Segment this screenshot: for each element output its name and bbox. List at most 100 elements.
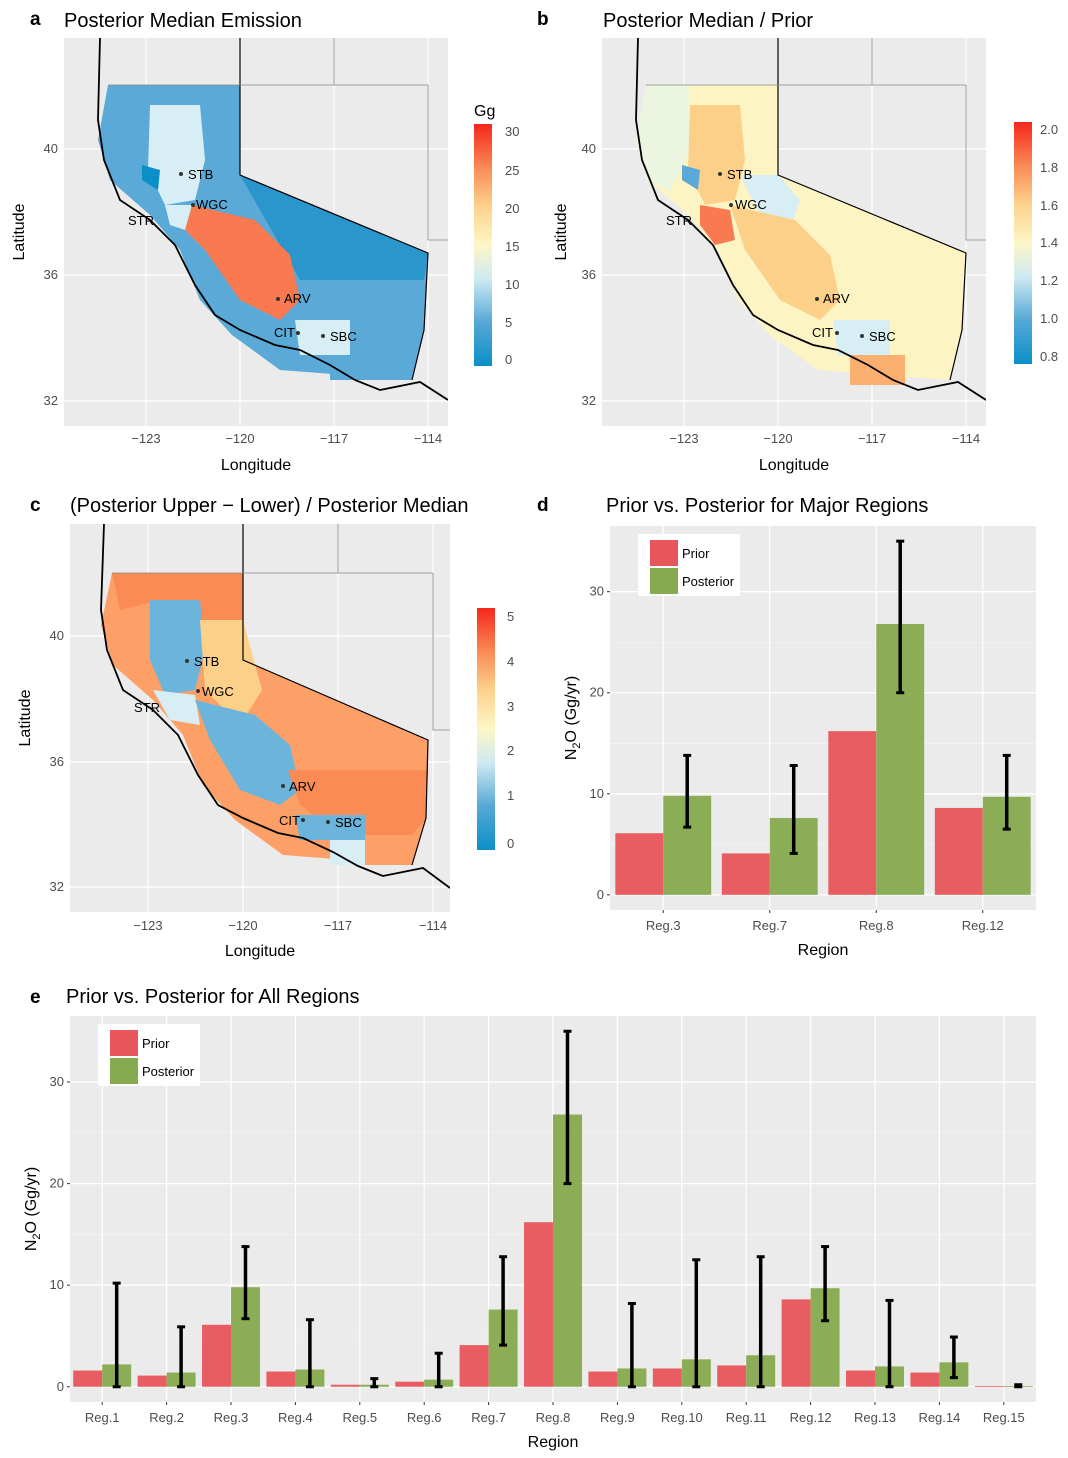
x-tick-label: Reg.1 — [85, 1410, 120, 1425]
y-tick-label: 30 — [590, 584, 604, 599]
map-c-axes: −123 −120 −117 −114 40 36 32 Longitude L… — [17, 628, 447, 960]
site-label-cit: CIT — [279, 813, 300, 828]
x-tick-label: Reg.5 — [342, 1410, 377, 1425]
map-a-legend-tick: 15 — [505, 239, 519, 254]
y-tick-label: 10 — [50, 1277, 64, 1292]
map-a-ytick: 36 — [44, 267, 58, 282]
y-tick-label: 30 — [50, 1074, 64, 1089]
map-b-ytick: 32 — [582, 393, 596, 408]
prior-bar-Reg.2 — [137, 1375, 167, 1387]
x-tick-label: Reg.13 — [854, 1410, 896, 1425]
prior-bar-Reg.13 — [846, 1370, 875, 1387]
map-c-legend-tick: 1 — [507, 788, 514, 803]
prior-bar-Reg.6 — [395, 1381, 425, 1387]
map-c-regions — [101, 573, 428, 865]
x-tick-label: Reg.12 — [790, 1410, 832, 1425]
prior-bar-Reg.12 — [934, 807, 983, 895]
x-tick-label: Reg.15 — [983, 1410, 1025, 1425]
legend-key-posterior — [650, 568, 678, 594]
map-a-legend-tick: 25 — [505, 163, 519, 178]
panel-b: b Posterior Median / Prior −123 — [537, 9, 1058, 474]
panel-b-title: Posterior Median / Prior — [603, 10, 813, 32]
prior-bar-Reg.11 — [717, 1365, 747, 1387]
x-tick-label: Reg.12 — [962, 918, 1004, 933]
map-c-ylabel: Latitude — [17, 689, 34, 746]
prior-bar-Reg.15 — [974, 1386, 1004, 1388]
map-a-sites: STB WGC STR ARV CIT SBC — [128, 167, 357, 344]
map-b-axes: −123 −120 −117 −114 40 36 32 Longitude L… — [553, 141, 980, 474]
site-dot — [179, 172, 183, 176]
map-b-legend-tick: 1.8 — [1040, 160, 1058, 175]
site-label-str: STR — [128, 213, 154, 228]
site-dot — [860, 334, 864, 338]
site-label-stb: STB — [194, 654, 219, 669]
prior-bar-Reg.7 — [721, 853, 770, 895]
map-c-colorbar — [477, 608, 495, 850]
site-label-str: STR — [134, 700, 160, 715]
site-dot — [281, 784, 285, 788]
x-tick-label: Reg.8 — [536, 1410, 571, 1425]
y-axis-title: N2O (Gg/yr) — [23, 1167, 43, 1251]
map-b-borders — [635, 38, 986, 401]
map-a-legend-title: Gg — [474, 103, 495, 120]
map-c-borders — [100, 524, 450, 889]
x-tick-label: Reg.7 — [752, 918, 787, 933]
map-b-xtick: −123 — [669, 431, 698, 446]
site-label-arv: ARV — [289, 779, 316, 794]
site-dot — [301, 818, 305, 822]
chart-e: 0 10 20 30 Reg.1 Reg.2 Reg.3 Reg.4 Reg.5 Reg.6 Reg… — [23, 1016, 1036, 1451]
legend-key-posterior — [110, 1058, 138, 1084]
map-a-legend-tick: 10 — [505, 277, 519, 292]
x-tick-label: Reg.3 — [646, 918, 681, 933]
site-dot — [321, 334, 325, 338]
map-c-xtick: −123 — [133, 918, 162, 933]
map-a-xtick: −123 — [131, 431, 160, 446]
map-c-legend-tick: 0 — [507, 836, 514, 851]
y-axis-title: N2O (Gg/yr) — [563, 676, 583, 760]
x-tick-label: Reg.6 — [407, 1410, 442, 1425]
map-a-xtick: −114 — [414, 431, 442, 446]
map-b-legend-tick: 2.0 — [1040, 122, 1058, 137]
prior-bar-Reg.10 — [652, 1368, 682, 1387]
y-tick-label: 20 — [50, 1176, 64, 1191]
site-label-sbc: SBC — [330, 329, 357, 344]
y-tick-label: 20 — [590, 685, 604, 700]
panel-e-title: Prior vs. Posterior for All Regions — [66, 986, 359, 1008]
prior-bar-Reg.8 — [524, 1222, 553, 1387]
map-a-legend-tick: 0 — [505, 352, 512, 367]
map-b-legend-tick: 1.0 — [1040, 311, 1058, 326]
map-b-legend-tick: 1.4 — [1040, 235, 1058, 250]
map-b-legend: 2.0 1.8 1.6 1.4 1.2 1.0 0.8 — [1014, 122, 1058, 364]
legend-label-prior: Prior — [682, 546, 710, 561]
map-c-ytick: 40 — [50, 628, 64, 643]
x-axis-title: Region — [798, 942, 849, 959]
map-c-xtick: −120 — [228, 918, 257, 933]
legend-label-prior: Prior — [142, 1036, 170, 1051]
site-dot — [729, 203, 733, 207]
map-a-borders — [97, 38, 448, 401]
map-c-xtick: −117 — [324, 918, 352, 933]
map-a-ytick: 32 — [44, 393, 58, 408]
map-a-legend-tick: 30 — [505, 124, 519, 139]
map-a-axes: −123 −120 −117 −114 40 36 32 Longitude L… — [11, 141, 442, 474]
map-a-legend: Gg 30 25 20 15 10 5 0 — [474, 103, 519, 367]
y-tick-label: 0 — [597, 887, 604, 902]
map-b-xlabel: Longitude — [759, 457, 829, 474]
legend-label-posterior: Posterior — [142, 1064, 195, 1079]
prior-bar-Reg.4 — [266, 1371, 296, 1387]
chart-d: 0 10 20 30 Reg.3 Reg.7 Reg.8 Reg.12 Region N2O (G… — [563, 526, 1036, 959]
site-label-wgc: WGC — [196, 197, 228, 212]
prior-bar-Reg.3 — [202, 1324, 231, 1387]
prior-bar-Reg.1 — [73, 1370, 103, 1387]
prior-bar-Reg.12 — [781, 1299, 811, 1387]
site-label-wgc: WGC — [202, 684, 234, 699]
map-a-ytick: 40 — [44, 141, 58, 156]
map-b-xtick: −120 — [763, 431, 792, 446]
panel-e-letter: e — [30, 987, 41, 1008]
map-b-colorbar — [1014, 122, 1032, 364]
y-tick-label: 0 — [57, 1379, 64, 1394]
site-label-arv: ARV — [284, 291, 311, 306]
panel-a-letter: a — [30, 9, 41, 30]
panel-a: a Posterior Median Emission −123 — [11, 9, 519, 474]
map-c-xtick: −114 — [419, 918, 447, 933]
